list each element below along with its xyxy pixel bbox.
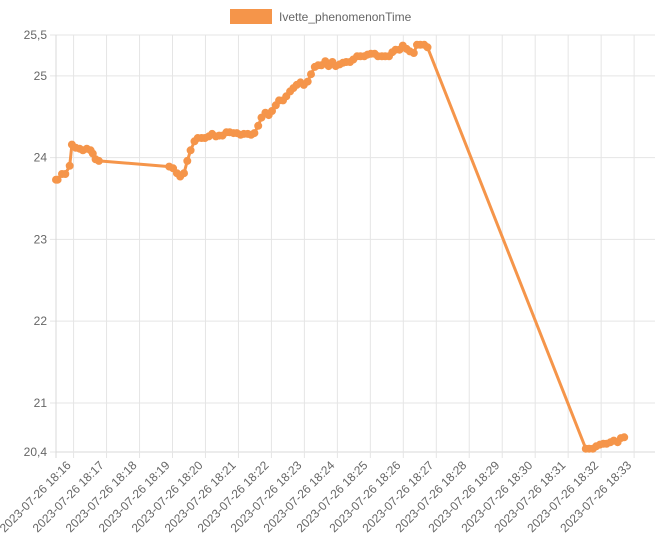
- data-point: [620, 433, 629, 442]
- legend-swatch: [230, 9, 272, 24]
- y-tick-label: 25,5: [24, 28, 48, 42]
- data-point: [423, 43, 432, 52]
- data-point: [254, 121, 263, 130]
- data-point: [180, 169, 188, 178]
- y-tick-label: 22: [34, 314, 48, 328]
- data-point: [250, 129, 259, 138]
- data-point: [183, 156, 192, 165]
- y-gridlines: [50, 34, 655, 453]
- data-point: [268, 107, 276, 115]
- y-tick-label: 21: [34, 396, 48, 410]
- legend[interactable]: Ivette_phenomenonTime: [230, 9, 412, 24]
- data-point: [65, 161, 74, 170]
- y-tick-label: 25: [34, 69, 48, 83]
- series-line: [56, 43, 625, 451]
- series-ivette: [52, 40, 629, 453]
- x-gridlines: [55, 35, 635, 458]
- y-tick-label: 20,4: [24, 445, 48, 459]
- data-point: [53, 175, 62, 184]
- data-point: [94, 156, 103, 165]
- data-point: [186, 146, 195, 155]
- data-point: [307, 70, 315, 79]
- legend-label: Ivette_phenomenonTime: [279, 10, 412, 24]
- y-tick-label: 23: [34, 232, 48, 246]
- data-point: [409, 49, 418, 57]
- y-axis: 25,5 25 24 23 22 21 20,4: [24, 28, 48, 459]
- data-point: [303, 77, 312, 86]
- data-point: [61, 170, 70, 178]
- y-tick-label: 24: [34, 151, 48, 165]
